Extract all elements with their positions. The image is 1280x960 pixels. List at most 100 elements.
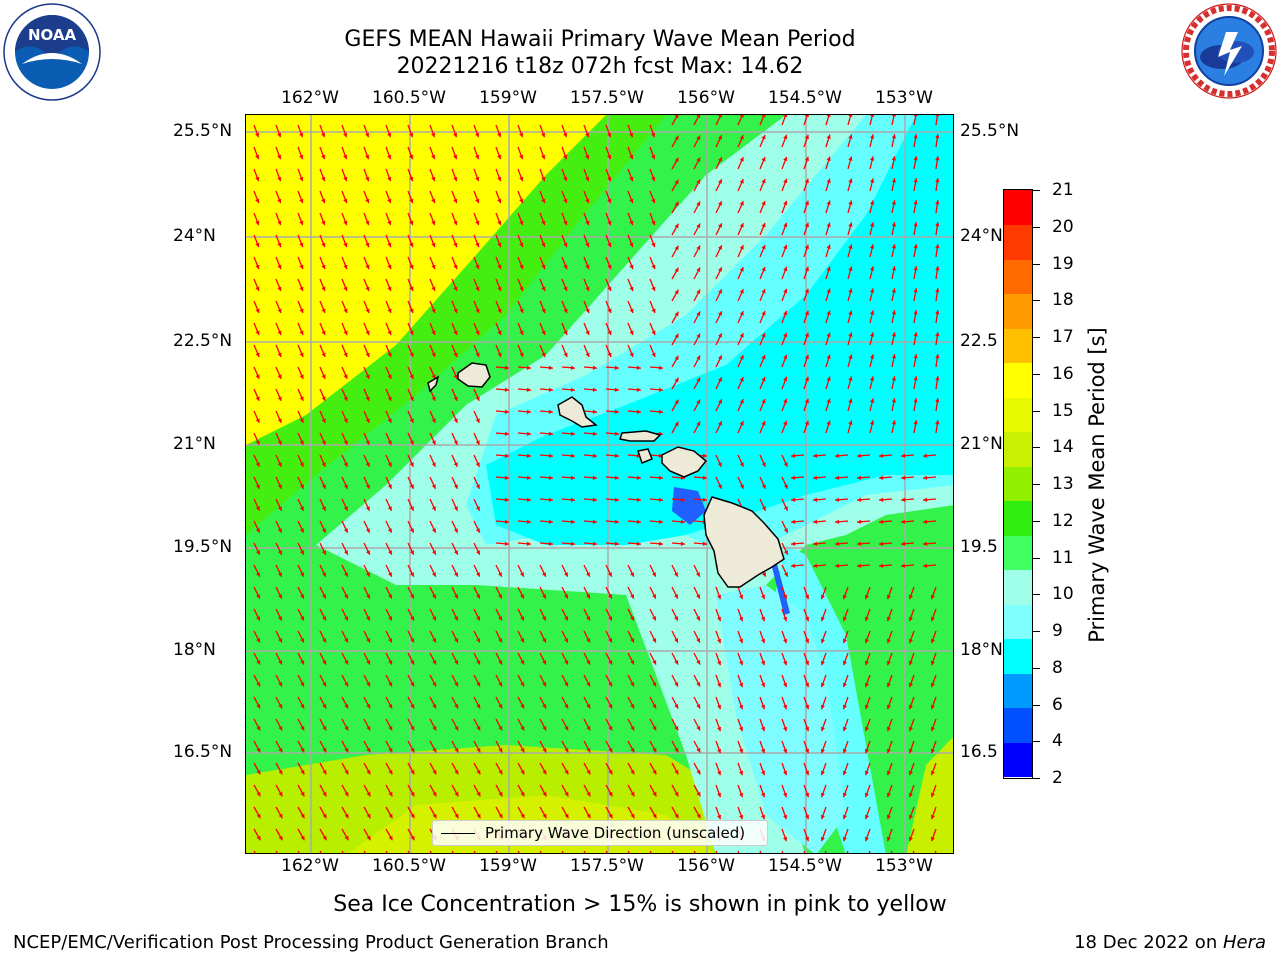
wave-vector-head <box>761 135 766 140</box>
colorbar-tick-mark <box>1033 263 1040 265</box>
wave-vector-head <box>586 682 591 687</box>
wave-vector-head <box>542 594 546 599</box>
wave-vector-head <box>739 201 744 206</box>
lat-tick-right: 16.5 <box>960 742 998 762</box>
wave-vector-head <box>842 638 847 644</box>
wave-vector-head <box>783 178 788 184</box>
wave-vector-head <box>343 484 348 489</box>
wave-vector-head <box>718 201 722 206</box>
wave-vector-head <box>564 747 569 753</box>
wave-vector-head <box>586 594 590 599</box>
wave-vector-head <box>586 616 590 621</box>
wave-vector-head <box>826 354 831 359</box>
wave-vector-head <box>497 308 502 313</box>
wave-vector-head <box>365 330 370 335</box>
island-hawaii <box>703 496 785 588</box>
wave-vector-head <box>761 770 766 776</box>
wave-vector-head <box>388 638 392 643</box>
wave-vector-head <box>299 462 304 467</box>
period-field-7b <box>716 585 846 853</box>
wave-vector-head <box>387 374 392 379</box>
wave-vector-head <box>387 462 392 467</box>
wave-vector-head <box>848 376 853 381</box>
colorbar-tick-label: 10 <box>1052 584 1074 605</box>
wave-vector-head <box>739 770 744 776</box>
wave-vector-head <box>563 132 568 138</box>
wave-vector-head <box>278 638 282 643</box>
colorbar-label: Primary Wave Mean Period [s] <box>1085 327 1109 643</box>
wave-vector-head <box>387 440 392 445</box>
wave-vector-head <box>930 792 935 798</box>
wave-vector-head <box>674 769 679 775</box>
wave-vector-head <box>935 156 940 161</box>
wave-vector-head <box>432 769 437 775</box>
wave-vector-head <box>717 638 722 644</box>
wave-vector-head <box>498 704 503 709</box>
wave-vector-head <box>299 374 304 379</box>
colorbar-tick-mark <box>1033 373 1040 375</box>
wave-vector-head <box>718 223 722 228</box>
wave-vector-head <box>431 220 436 226</box>
wave-vector-head <box>913 420 918 425</box>
wave-vector-head <box>321 242 326 248</box>
wave-vector-head <box>570 365 575 370</box>
wave-vector-head <box>891 200 896 205</box>
wave-vector-head <box>783 134 788 140</box>
wave-vector-head <box>739 179 744 184</box>
lon-tick-top: 156°W <box>677 88 735 108</box>
wave-vector-head <box>908 616 913 622</box>
wave-vector-head <box>563 176 568 182</box>
wave-vector-head <box>891 134 896 139</box>
wave-vector-head <box>696 289 701 294</box>
wave-vector-head <box>761 814 766 820</box>
wave-vector-head <box>585 352 590 357</box>
wave-vector-head <box>607 286 612 291</box>
colorbar-segment <box>1004 397 1032 433</box>
wave-vector-head <box>783 616 788 622</box>
wave-vector-head <box>453 198 458 204</box>
wave-vector-head <box>848 244 853 249</box>
wave-vector-head <box>783 398 788 404</box>
wave-vector-head <box>608 769 613 775</box>
wave-vector-head <box>570 475 575 480</box>
wave-vector-head <box>630 747 635 753</box>
wave-vector-head <box>696 355 701 360</box>
island-kauai <box>457 362 491 388</box>
wave-vector-head <box>864 836 869 842</box>
wave-vector-head <box>761 289 766 294</box>
wave-vector-head <box>344 682 349 687</box>
wave-vector <box>825 115 830 126</box>
wave-vector-head <box>255 440 260 445</box>
wave-vector-head <box>842 792 847 798</box>
wave-vector-head <box>680 541 685 546</box>
wave-vector-head <box>614 453 619 458</box>
wave-vector-head <box>520 594 524 599</box>
wave-vector-head <box>255 352 260 357</box>
wave-vector-head <box>702 453 707 458</box>
wave-vector-head <box>541 264 546 270</box>
wave-vector-head <box>835 563 840 568</box>
colorbar-tick-label: 12 <box>1052 510 1074 531</box>
wave-vector-head <box>651 308 656 313</box>
wave-vector-head <box>541 176 546 182</box>
lon-tick-bottom: 162°W <box>281 856 339 876</box>
wave-vector-head <box>299 264 304 270</box>
wave-vector-head <box>519 330 524 335</box>
wave-vector-head <box>820 638 825 644</box>
wave-vector-head <box>804 156 809 162</box>
wave-vector-head <box>886 638 891 644</box>
wave-vector-head <box>585 220 590 226</box>
wave-vector-head <box>564 813 569 819</box>
wave-vector-head <box>842 748 847 754</box>
wave-vector-head <box>321 308 326 313</box>
wave-vector-head <box>278 813 283 819</box>
wave-vector <box>693 850 696 853</box>
wave-vector-head <box>658 409 663 414</box>
wave-vector <box>913 115 917 126</box>
wave-vector-head <box>592 431 597 436</box>
wave-vector-head <box>365 220 370 226</box>
wave-vector-head <box>864 726 869 732</box>
wave-vector-head <box>761 201 766 206</box>
wave-vector-head <box>586 791 591 797</box>
wave-vector-head <box>783 660 788 666</box>
